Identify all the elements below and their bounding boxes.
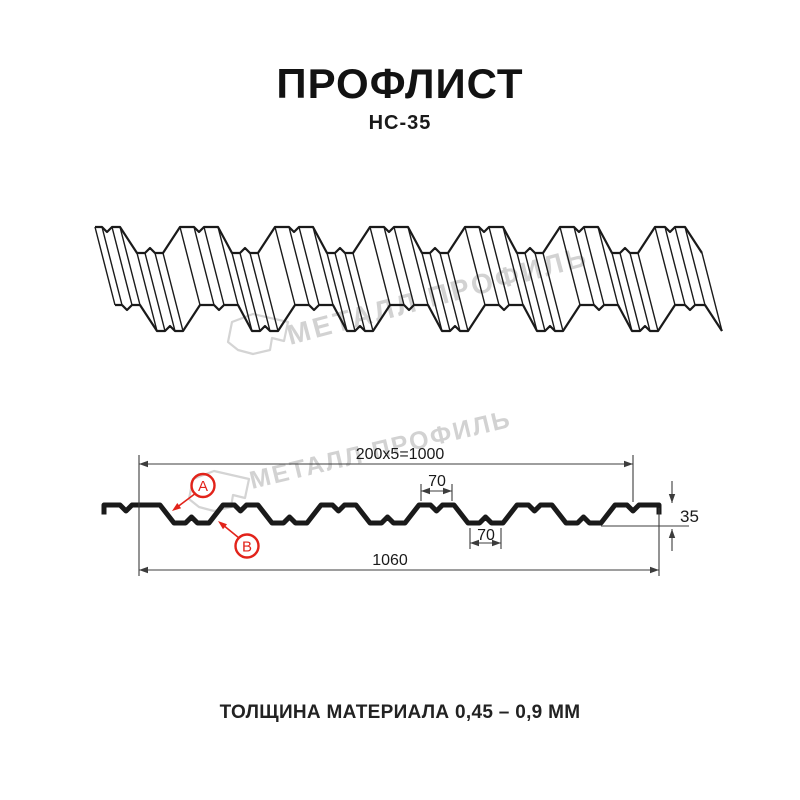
dim-coverage-width-label: 200x5=1000 (356, 446, 445, 463)
watermark-lower: МЕТАЛЛ ПРОФИЛЬ (187, 405, 514, 513)
callout-b-arrowhead (218, 521, 227, 530)
callout-b: B (218, 521, 260, 559)
dim-rib-top-label: 70 (428, 473, 446, 490)
dimension-labels: 200x5=1000 70 70 35 1060 (356, 446, 699, 569)
callout-a-circle (190, 472, 216, 499)
profile-cross-section (101, 502, 662, 526)
dim-height-label: 35 (680, 507, 699, 526)
callout-b-label: B (242, 539, 252, 556)
dim-overall-width-label: 1060 (372, 552, 408, 569)
profile-3d-view (94, 225, 723, 333)
metall-profil-logo-icon (226, 312, 290, 356)
callout-a: A (172, 472, 216, 511)
dim-rib-bottom-label: 70 (477, 527, 495, 544)
callout-a-arrowhead (172, 503, 182, 511)
profile-model-subtitle: НС-35 (368, 112, 432, 134)
dimension-lines (138, 455, 689, 576)
callout-a-label: A (198, 478, 208, 495)
page-title: ПРОФЛИСТ (276, 60, 524, 107)
material-thickness-note: ТОЛЩИНА МАТЕРИАЛА 0,45 – 0,9 ММ (219, 702, 581, 723)
callout-b-circle (234, 533, 260, 559)
